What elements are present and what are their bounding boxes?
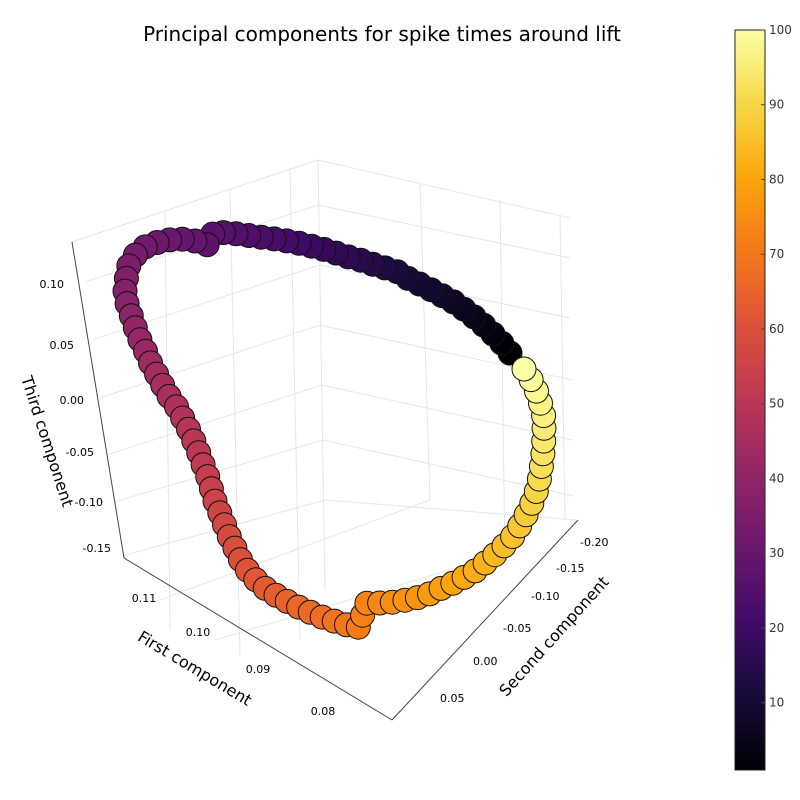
- grid-line: [321, 384, 573, 441]
- z-tick-label: 0.10: [40, 278, 65, 291]
- grid-line: [317, 204, 571, 259]
- z-ticks: 0.10 0.05 0.00 -0.05 -0.10 -0.15: [40, 278, 112, 555]
- colorbar-tick-label: 10: [769, 696, 784, 710]
- z-tick-label: -0.15: [83, 542, 111, 555]
- colorbar: 100 90 80 70 60 50 40 30 20 10: [734, 23, 792, 771]
- axes: [71, 241, 579, 721]
- colorbar-tick-label: 90: [769, 98, 784, 112]
- colorbar-tick-label: 60: [769, 322, 784, 336]
- y-axis-label: First component: [135, 627, 256, 710]
- z-tick-label: -0.10: [75, 496, 103, 509]
- y-ticks: 0.11 0.10 0.09 0.08: [132, 592, 336, 718]
- grid-line: [419, 182, 431, 501]
- z-axis-line: [71, 241, 125, 559]
- colorbar-ticks: 100 90 80 70 60 50 40 30 20 10: [761, 23, 792, 710]
- grid-line: [159, 499, 431, 601]
- grid-line: [164, 209, 171, 631]
- z-tick-label: -0.05: [66, 446, 94, 459]
- colorbar-gradient: [734, 29, 766, 771]
- x-tick-label: 0.05: [440, 692, 465, 705]
- colorbar-tick-label: 70: [769, 247, 784, 261]
- colorbar-tick-label: 100: [769, 23, 792, 37]
- z-tick-label: 0.00: [60, 394, 85, 407]
- grid-line: [71, 159, 571, 243]
- z-tick-label: 0.05: [50, 339, 75, 352]
- x-tick-label: 0.00: [473, 655, 498, 668]
- grid-line: [559, 214, 566, 521]
- colorbar-tick-label: 80: [769, 172, 784, 186]
- data-points: [112, 220, 557, 640]
- grid-line: [99, 324, 321, 399]
- y-tick-label: 0.08: [311, 705, 336, 718]
- x-tick-label: -0.10: [531, 590, 559, 603]
- colorbar-tick-label: 20: [769, 621, 784, 635]
- x-tick-label: -0.15: [556, 562, 584, 575]
- chart-title: Principal components for spike times aro…: [143, 22, 621, 46]
- colorbar-tick-label: 50: [769, 397, 784, 411]
- y-tick-label: 0.10: [186, 626, 211, 639]
- grid-line: [317, 159, 326, 591]
- x-tick-label: -0.05: [503, 622, 531, 635]
- data-point: [511, 356, 537, 382]
- grid-line: [106, 384, 323, 456]
- x-tick-label: -0.20: [580, 536, 608, 549]
- x-axis-line: [391, 519, 579, 721]
- colorbar-tick-label: 30: [769, 546, 784, 560]
- x-ticks: -0.20 -0.15 -0.10 -0.05 0.00 0.05: [440, 536, 608, 705]
- y-tick-label: 0.09: [246, 663, 271, 676]
- grid: [71, 159, 577, 656]
- colorbar-tick-label: 40: [769, 471, 784, 485]
- y-axis-line: [123, 557, 393, 721]
- grid-line: [499, 199, 506, 561]
- grid-line: [229, 187, 241, 656]
- y-tick-label: 0.11: [132, 592, 157, 605]
